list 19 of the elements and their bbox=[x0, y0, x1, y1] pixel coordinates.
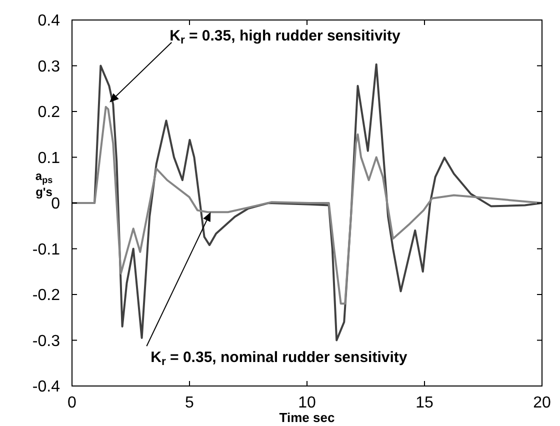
x-tick-label: 20 bbox=[533, 394, 551, 412]
y-tick-label: -0.4 bbox=[32, 378, 60, 396]
line-series bbox=[72, 106, 542, 305]
y-tick-label: -0.1 bbox=[32, 241, 60, 258]
x-tick-label: 10 bbox=[298, 394, 316, 412]
y-tick-label: 0.3 bbox=[38, 58, 60, 76]
annotation: K$_{r}$ = 0.35, nominal rudder sensitivity bbox=[150, 349, 408, 368]
x-tick-label: 0 bbox=[68, 394, 77, 412]
y-tick-label: 0.2 bbox=[38, 104, 60, 122]
y-tick-label: -0.3 bbox=[32, 332, 60, 350]
annotation: K$_{r}$ = 0.35, high rudder sensitivity bbox=[170, 27, 401, 47]
x-axis-title: Time sec bbox=[279, 410, 335, 425]
y-tick-label: 0.4 bbox=[38, 12, 60, 30]
y-axis-title: a$_{ps}$ g's bbox=[35, 169, 53, 200]
y-tick-label: 0.1 bbox=[38, 150, 60, 167]
x-tick-label: 15 bbox=[416, 394, 434, 412]
y-tick-label: 0 bbox=[51, 196, 60, 213]
y-tick-label: -0.2 bbox=[32, 287, 60, 304]
x-tick-label: 5 bbox=[185, 394, 194, 412]
